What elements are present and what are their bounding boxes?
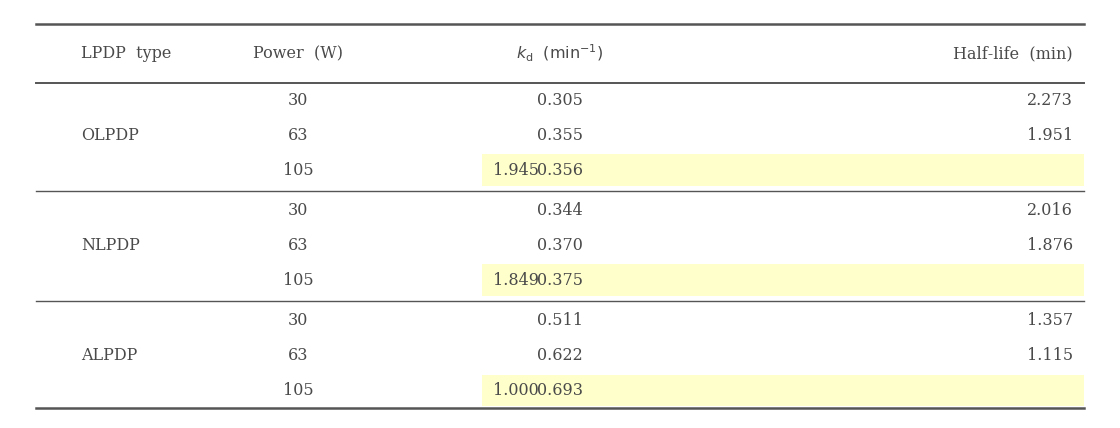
Text: 0.375: 0.375	[536, 272, 584, 289]
Text: OLPDP: OLPDP	[81, 127, 139, 144]
Text: 0.693: 0.693	[536, 382, 584, 399]
Text: 63: 63	[288, 237, 308, 254]
Bar	[482, 155, 1084, 186]
Text: 1.115: 1.115	[1027, 347, 1073, 364]
Text: 1.945: 1.945	[493, 162, 539, 179]
Text: 1.000: 1.000	[493, 382, 539, 399]
Text: 0.355: 0.355	[536, 127, 584, 144]
Text: 0.370: 0.370	[538, 237, 582, 254]
Text: 2.016: 2.016	[1027, 202, 1073, 219]
Text: 1.876: 1.876	[1027, 237, 1073, 254]
Bar	[482, 374, 1084, 406]
Text: 30: 30	[288, 92, 308, 109]
Text: ALPDP: ALPDP	[81, 347, 137, 364]
Text: LPDP  type: LPDP type	[81, 45, 171, 62]
Text: 105: 105	[282, 162, 314, 179]
Text: NLPDP: NLPDP	[81, 237, 140, 254]
Text: 1.357: 1.357	[1027, 312, 1073, 329]
Text: 105: 105	[282, 382, 314, 399]
Text: 63: 63	[288, 347, 308, 364]
Text: 63: 63	[288, 127, 308, 144]
Text: Half‐life  (min): Half‐life (min)	[953, 45, 1073, 62]
Text: 0.305: 0.305	[538, 92, 582, 109]
Text: 30: 30	[288, 202, 308, 219]
Text: $k_\mathrm{d}$  $(\mathrm{min}^{-1})$: $k_\mathrm{d}$ $(\mathrm{min}^{-1})$	[516, 43, 604, 64]
Text: 105: 105	[282, 272, 314, 289]
Bar	[482, 265, 1084, 296]
Text: 0.344: 0.344	[538, 202, 582, 219]
Text: 1.951: 1.951	[1027, 127, 1073, 144]
Text: 2.273: 2.273	[1027, 92, 1073, 109]
Text: 1.849: 1.849	[493, 272, 539, 289]
Text: 0.622: 0.622	[538, 347, 582, 364]
Text: Power  (W): Power (W)	[253, 45, 343, 62]
Text: 30: 30	[288, 312, 308, 329]
Text: 0.356: 0.356	[536, 162, 584, 179]
Text: 0.511: 0.511	[536, 312, 584, 329]
